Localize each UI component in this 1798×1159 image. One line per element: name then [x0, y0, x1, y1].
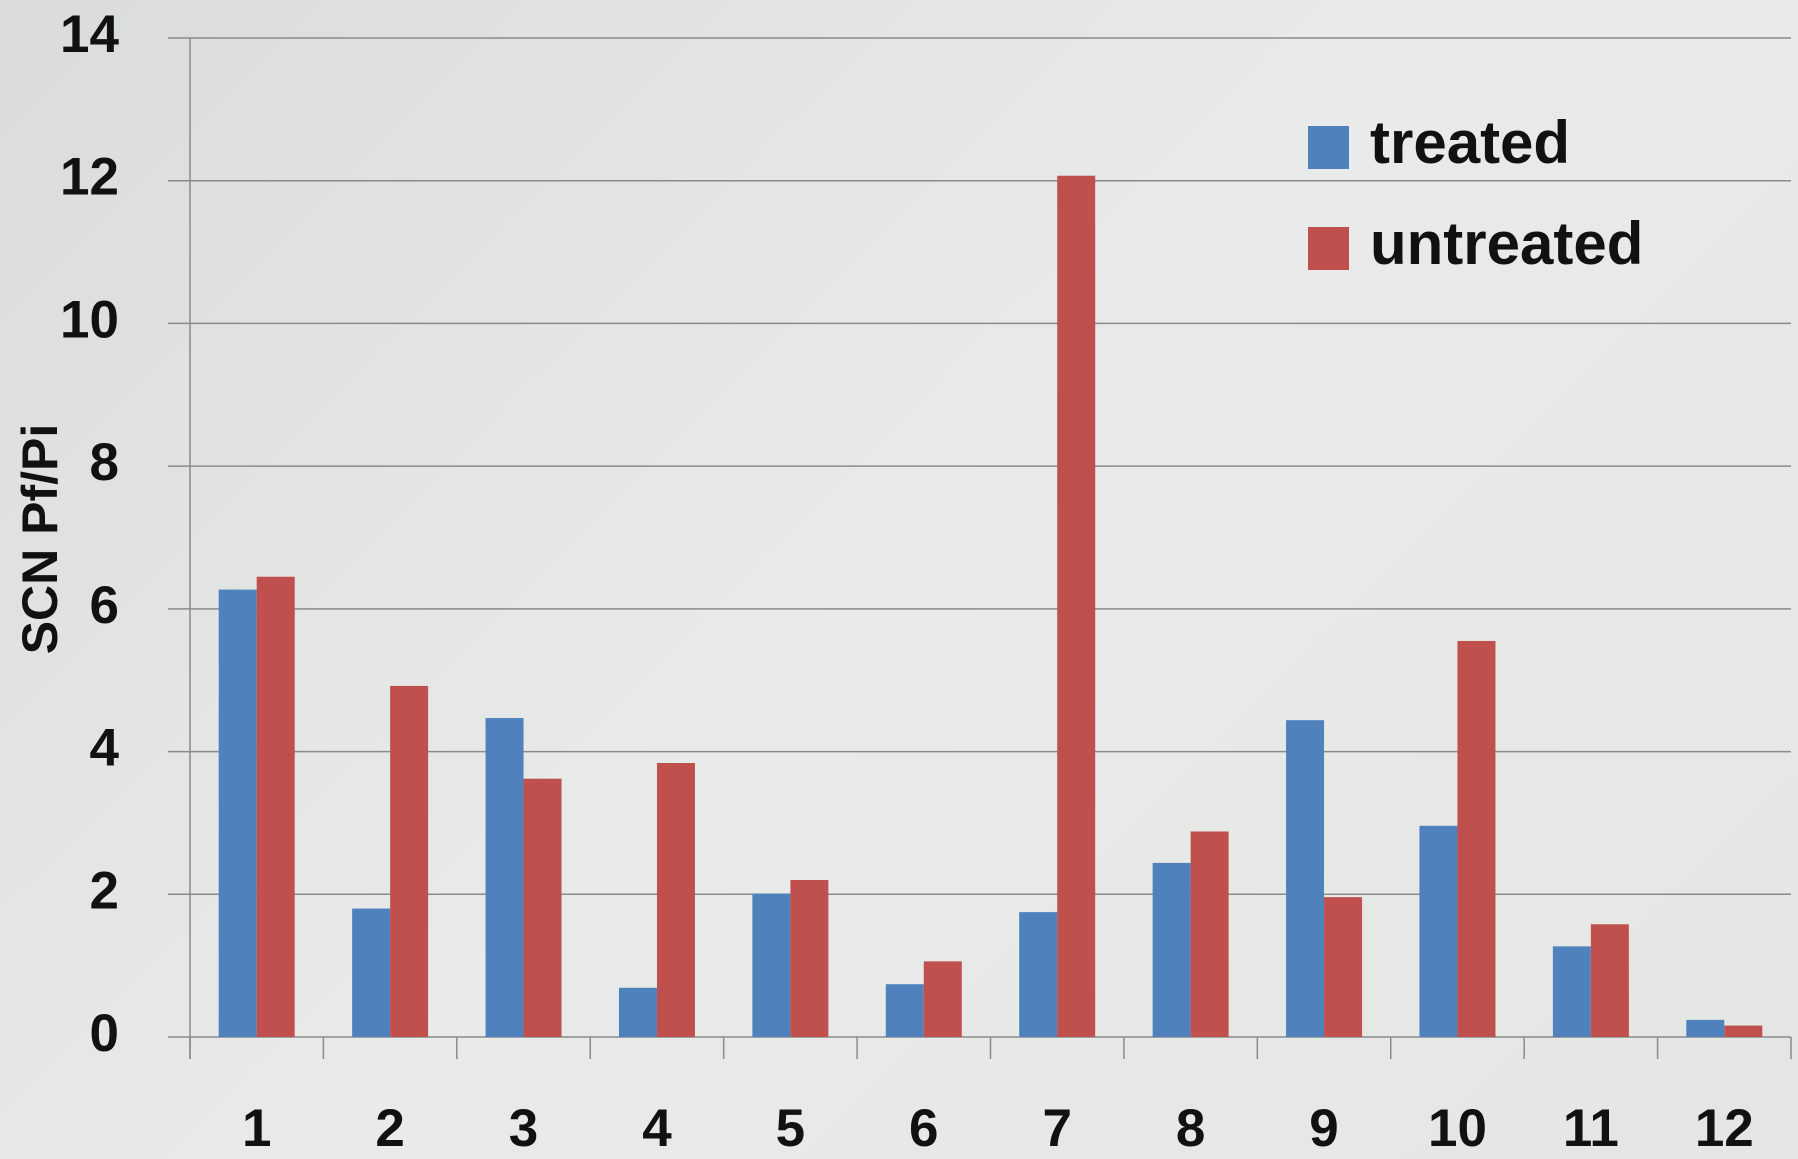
bar — [1324, 897, 1363, 1037]
x-tick-label: 6 — [909, 1099, 938, 1158]
y-tick-label: 14 — [60, 5, 119, 64]
bar — [1590, 924, 1629, 1037]
y-tick-label: 0 — [90, 1004, 119, 1063]
bar — [618, 987, 657, 1037]
bar — [523, 778, 562, 1037]
legend-label: untreated — [1370, 210, 1643, 277]
bar — [1457, 640, 1496, 1037]
bar — [1724, 1025, 1763, 1037]
x-tick-label: 1 — [242, 1099, 271, 1158]
y-tick-label: 8 — [90, 433, 119, 492]
bar — [352, 908, 391, 1037]
x-tick-label: 11 — [1563, 1099, 1619, 1158]
bar — [1057, 175, 1096, 1037]
y-tick-label: 4 — [90, 719, 120, 778]
y-axis-label: SCN Pf/Pi — [12, 424, 68, 655]
bar — [390, 685, 429, 1037]
y-tick-label: 10 — [60, 290, 119, 349]
bar — [1552, 946, 1591, 1037]
x-tick-label: 8 — [1176, 1099, 1205, 1158]
bar — [1286, 720, 1325, 1037]
bar — [256, 576, 295, 1037]
bar — [752, 893, 791, 1037]
bar — [1019, 912, 1058, 1037]
x-tick-label: 5 — [776, 1099, 805, 1158]
bar — [1686, 1019, 1725, 1037]
bar — [885, 984, 924, 1037]
bar — [218, 589, 257, 1037]
x-tick-label: 9 — [1309, 1099, 1338, 1158]
y-tick-label: 12 — [60, 148, 119, 207]
bar — [656, 762, 695, 1037]
bar — [923, 961, 962, 1037]
y-tick-label: 2 — [90, 861, 119, 920]
x-tick-label: 3 — [509, 1099, 538, 1158]
legend-label: treated — [1370, 109, 1570, 176]
bar — [1190, 831, 1229, 1037]
y-tick-label: 6 — [90, 576, 119, 635]
x-tick-label: 12 — [1695, 1099, 1754, 1158]
x-tick-label: 7 — [1042, 1099, 1071, 1158]
bar — [1419, 825, 1458, 1037]
bar — [1152, 862, 1191, 1037]
x-tick-label: 10 — [1428, 1099, 1487, 1158]
bar — [790, 880, 829, 1037]
legend-swatch — [1308, 126, 1349, 169]
bar — [485, 718, 524, 1037]
x-tick-label: 2 — [375, 1099, 404, 1158]
x-tick-label: 4 — [642, 1099, 672, 1158]
legend-swatch — [1308, 227, 1349, 270]
